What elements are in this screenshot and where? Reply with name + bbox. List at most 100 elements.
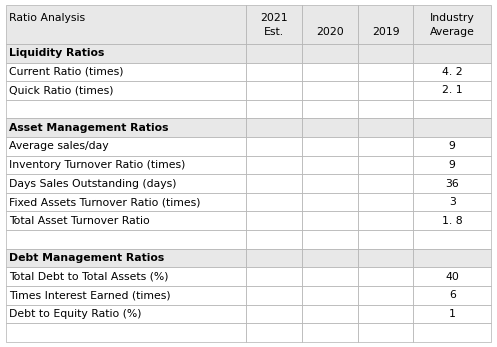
Text: 2021: 2021 <box>260 12 288 23</box>
Bar <box>358 305 414 323</box>
Bar <box>246 62 302 81</box>
Bar <box>6 5 246 44</box>
Text: Total Asset Turnover Ratio: Total Asset Turnover Ratio <box>9 216 150 226</box>
Bar <box>302 174 358 193</box>
Bar <box>358 323 414 342</box>
Text: Average: Average <box>430 27 475 37</box>
Bar <box>358 249 414 267</box>
Text: 2019: 2019 <box>372 27 400 37</box>
Bar <box>6 44 246 62</box>
Text: Quick Ratio (times): Quick Ratio (times) <box>9 85 114 95</box>
Bar <box>302 249 358 267</box>
Bar <box>246 286 302 305</box>
Bar <box>358 81 414 100</box>
Text: Total Debt to Total Assets (%): Total Debt to Total Assets (%) <box>9 272 169 282</box>
Text: Liquidity Ratios: Liquidity Ratios <box>9 48 105 58</box>
Text: Days Sales Outstanding (days): Days Sales Outstanding (days) <box>9 179 177 188</box>
Bar <box>6 305 246 323</box>
Text: 36: 36 <box>445 179 459 188</box>
Bar <box>246 305 302 323</box>
Bar <box>6 100 246 118</box>
Bar <box>358 193 414 211</box>
Bar <box>358 100 414 118</box>
Text: 6: 6 <box>449 290 456 300</box>
Bar <box>302 230 358 249</box>
Bar <box>414 193 491 211</box>
Text: Industry: Industry <box>430 12 475 23</box>
Bar <box>246 249 302 267</box>
Bar <box>6 211 246 230</box>
Bar <box>246 230 302 249</box>
Bar <box>414 323 491 342</box>
Bar <box>246 81 302 100</box>
Bar <box>6 137 246 155</box>
Bar <box>246 5 302 44</box>
Bar <box>6 81 246 100</box>
Text: 2. 1: 2. 1 <box>442 85 463 95</box>
Bar <box>358 211 414 230</box>
Bar <box>302 137 358 155</box>
Bar <box>246 193 302 211</box>
Bar <box>358 62 414 81</box>
Text: Current Ratio (times): Current Ratio (times) <box>9 67 124 77</box>
Text: Fixed Assets Turnover Ratio (times): Fixed Assets Turnover Ratio (times) <box>9 197 201 207</box>
Bar <box>414 286 491 305</box>
Bar <box>6 174 246 193</box>
Bar <box>358 44 414 62</box>
Text: 4. 2: 4. 2 <box>442 67 463 77</box>
Bar <box>414 211 491 230</box>
Bar <box>302 286 358 305</box>
Bar <box>414 305 491 323</box>
Bar <box>302 323 358 342</box>
Bar <box>358 174 414 193</box>
Bar <box>302 81 358 100</box>
Bar <box>302 118 358 137</box>
Text: 40: 40 <box>445 272 459 282</box>
Text: Debt Management Ratios: Debt Management Ratios <box>9 253 165 263</box>
Bar <box>414 137 491 155</box>
Bar <box>246 267 302 286</box>
Bar <box>302 62 358 81</box>
Bar <box>302 211 358 230</box>
Bar <box>302 267 358 286</box>
Text: 9: 9 <box>449 160 456 170</box>
Bar <box>414 5 491 44</box>
Bar <box>246 155 302 174</box>
Bar <box>414 44 491 62</box>
Text: Inventory Turnover Ratio (times): Inventory Turnover Ratio (times) <box>9 160 186 170</box>
Text: 1: 1 <box>449 309 456 319</box>
Bar <box>358 137 414 155</box>
Bar <box>414 174 491 193</box>
Bar <box>358 286 414 305</box>
Bar <box>358 155 414 174</box>
Bar <box>302 305 358 323</box>
Bar <box>302 155 358 174</box>
Bar <box>6 286 246 305</box>
Bar <box>358 118 414 137</box>
Bar <box>246 137 302 155</box>
Text: Average sales/day: Average sales/day <box>9 141 109 151</box>
Bar <box>414 249 491 267</box>
Text: 1. 8: 1. 8 <box>442 216 463 226</box>
Bar <box>414 267 491 286</box>
Bar <box>358 5 414 44</box>
Bar <box>246 211 302 230</box>
Bar <box>414 118 491 137</box>
Text: Asset Management Ratios: Asset Management Ratios <box>9 123 169 133</box>
Bar <box>302 100 358 118</box>
Bar <box>246 323 302 342</box>
Bar <box>414 62 491 81</box>
Bar <box>414 230 491 249</box>
Text: Times Interest Earned (times): Times Interest Earned (times) <box>9 290 171 300</box>
Bar <box>6 267 246 286</box>
Bar <box>302 193 358 211</box>
Text: 3: 3 <box>449 197 456 207</box>
Bar <box>358 230 414 249</box>
Bar <box>246 44 302 62</box>
Text: 9: 9 <box>449 141 456 151</box>
Bar <box>6 230 246 249</box>
Bar <box>302 5 358 44</box>
Bar <box>6 155 246 174</box>
Text: Debt to Equity Ratio (%): Debt to Equity Ratio (%) <box>9 309 142 319</box>
Text: Ratio Analysis: Ratio Analysis <box>9 12 85 23</box>
